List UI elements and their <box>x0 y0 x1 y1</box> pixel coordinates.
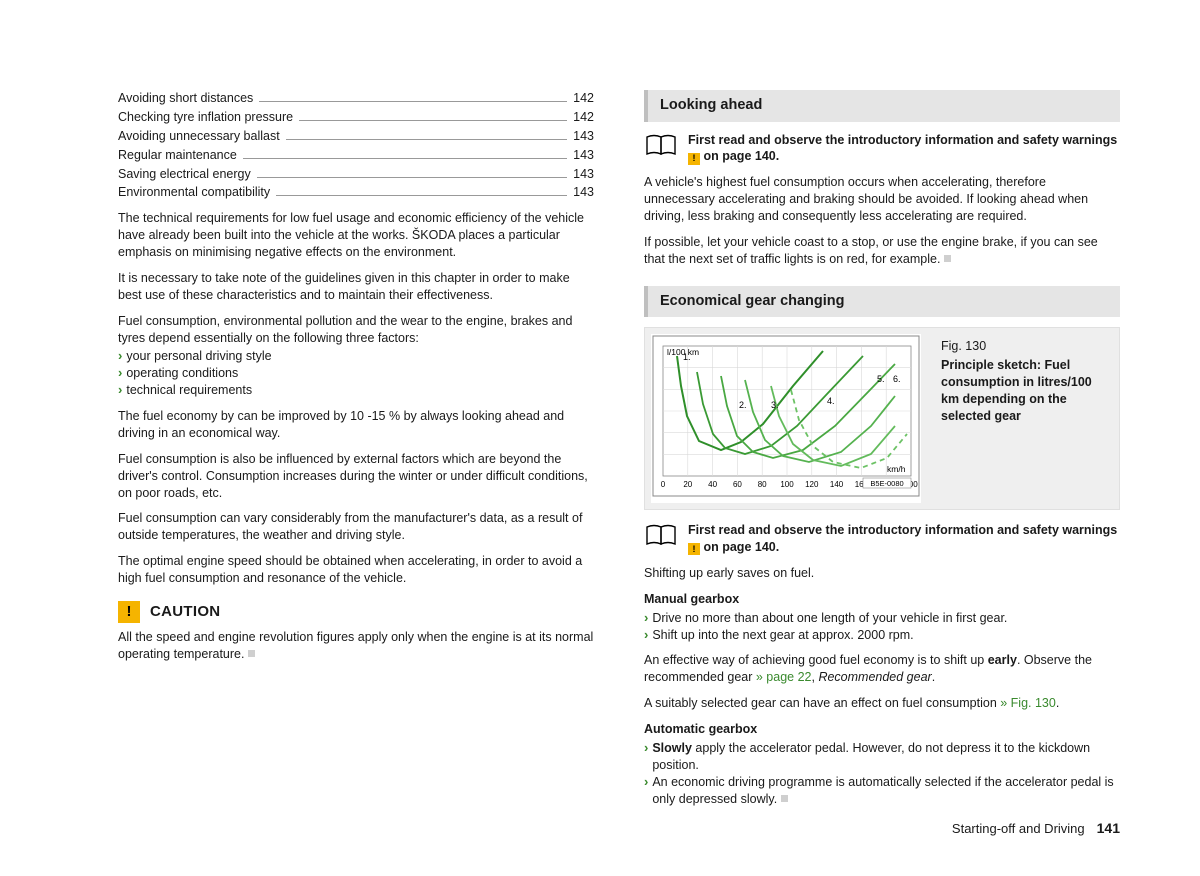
body-paragraph: An effective way of achieving good fuel … <box>644 652 1120 686</box>
book-icon <box>644 522 678 548</box>
svg-text:80: 80 <box>758 480 767 489</box>
intro-paragraph: The technical requirements for low fuel … <box>118 210 594 261</box>
automatic-gearbox-heading: Automatic gearbox <box>644 721 1120 738</box>
svg-text:4.: 4. <box>827 396 835 406</box>
warning-icon: ! <box>688 543 700 555</box>
svg-text:l/100 km: l/100 km <box>667 347 699 357</box>
chevron-icon: › <box>644 627 648 644</box>
figure-caption: Fig. 130 Principle sketch: Fuel consumpt… <box>927 328 1119 509</box>
svg-text:60: 60 <box>733 480 742 489</box>
chevron-icon: › <box>118 382 122 399</box>
body-paragraph: A vehicle's highest fuel consumption occ… <box>644 174 1120 225</box>
end-marker-icon <box>248 650 255 657</box>
toc-row[interactable]: Saving electrical energy 143 <box>118 166 594 183</box>
warning-icon: ! <box>118 601 140 623</box>
toc-page: 143 <box>573 128 594 145</box>
svg-text:20: 20 <box>683 480 692 489</box>
list-item: ›your personal driving style <box>118 348 594 365</box>
toc-row[interactable]: Avoiding unnecessary ballast 143 <box>118 128 594 145</box>
fuel-consumption-chart: 1.2.3.4.5.6.l/100 kmkm/h0204060801001201… <box>651 334 921 503</box>
svg-text:0: 0 <box>661 480 666 489</box>
svg-text:3.: 3. <box>771 400 779 410</box>
toc-page: 143 <box>573 147 594 164</box>
toc-page: 142 <box>573 90 594 107</box>
svg-text:140: 140 <box>830 480 844 489</box>
toc-label: Avoiding unnecessary ballast <box>118 128 280 145</box>
list-item: ›Shift up into the next gear at approx. … <box>644 627 1120 644</box>
body-paragraph: A suitably selected gear can have an eff… <box>644 695 1120 712</box>
list-item: ›operating conditions <box>118 365 594 382</box>
toc-page: 142 <box>573 109 594 126</box>
svg-text:120: 120 <box>805 480 819 489</box>
warning-icon: ! <box>688 153 700 165</box>
figure-reference[interactable]: » Fig. 130 <box>1000 696 1056 710</box>
book-icon <box>644 132 678 158</box>
toc-label: Avoiding short distances <box>118 90 253 107</box>
svg-text:40: 40 <box>708 480 717 489</box>
toc-label: Regular maintenance <box>118 147 237 164</box>
body-paragraph: It is necessary to take note of the guid… <box>118 270 594 304</box>
figure-block: 1.2.3.4.5.6.l/100 kmkm/h0204060801001201… <box>644 327 1120 510</box>
chevron-icon: › <box>644 610 648 627</box>
body-paragraph: Shifting up early saves on fuel. <box>644 565 1120 582</box>
factors-list: ›your personal driving style›operating c… <box>118 348 594 399</box>
chevron-icon: › <box>644 774 648 808</box>
svg-text:2.: 2. <box>739 400 747 410</box>
body-paragraph: The fuel economy by can be improved by 1… <box>118 408 594 442</box>
manual-gearbox-heading: Manual gearbox <box>644 591 1120 608</box>
toc-row[interactable]: Environmental compatibility 143 <box>118 184 594 201</box>
page-reference[interactable]: » page 22 <box>756 670 812 684</box>
chevron-icon: › <box>118 348 122 365</box>
list-item: ›Drive no more than about one length of … <box>644 610 1120 627</box>
right-column: Looking ahead First read and observe the… <box>644 90 1120 807</box>
toc-label: Environmental compatibility <box>118 184 270 201</box>
list-item: ›technical requirements <box>118 382 594 399</box>
chevron-icon: › <box>644 740 648 774</box>
svg-text:6.: 6. <box>893 374 901 384</box>
body-paragraph: The optimal engine speed should be obtai… <box>118 553 594 587</box>
toc-row[interactable]: Checking tyre inflation pressure 142 <box>118 109 594 126</box>
body-paragraph: Fuel consumption can vary considerably f… <box>118 510 594 544</box>
list-item: › An economic driving programme is autom… <box>644 774 1120 808</box>
section-heading-economical-gear: Economical gear changing <box>644 286 1120 318</box>
end-marker-icon <box>944 255 951 262</box>
toc-page: 143 <box>573 166 594 183</box>
toc-list: Avoiding short distances142Checking tyre… <box>118 90 594 201</box>
end-marker-icon <box>781 795 788 802</box>
left-column: Avoiding short distances142Checking tyre… <box>118 90 594 807</box>
chevron-icon: › <box>118 365 122 382</box>
svg-text:B5E-0080: B5E-0080 <box>870 479 903 488</box>
toc-row[interactable]: Regular maintenance 143 <box>118 147 594 164</box>
auto-bullet-list: › Slowly apply the accelerator pedal. Ho… <box>644 740 1120 808</box>
caution-block: ! CAUTION All the speed and engine revol… <box>118 601 594 663</box>
manual-bullet-list: ›Drive no more than about one length of … <box>644 610 1120 644</box>
section-heading-looking-ahead: Looking ahead <box>644 90 1120 122</box>
caution-body: All the speed and engine revolution figu… <box>118 629 594 663</box>
toc-row[interactable]: Avoiding short distances 142 <box>118 90 594 107</box>
toc-page: 143 <box>573 184 594 201</box>
svg-text:100: 100 <box>780 480 794 489</box>
body-paragraph: Fuel consumption, environmental pollutio… <box>118 313 594 347</box>
toc-label: Checking tyre inflation pressure <box>118 109 293 126</box>
list-item: › Slowly apply the accelerator pedal. Ho… <box>644 740 1120 774</box>
body-paragraph: If possible, let your vehicle coast to a… <box>644 234 1120 268</box>
body-paragraph: Fuel consumption is also be influenced b… <box>118 451 594 502</box>
read-first-notice: First read and observe the introductory … <box>644 132 1120 166</box>
page-footer: Starting-off and Driving141 <box>952 820 1120 836</box>
svg-text:5.: 5. <box>877 374 885 384</box>
read-first-notice: First read and observe the introductory … <box>644 522 1120 556</box>
svg-text:km/h: km/h <box>887 464 906 474</box>
toc-label: Saving electrical energy <box>118 166 251 183</box>
caution-title: CAUTION <box>150 602 220 622</box>
